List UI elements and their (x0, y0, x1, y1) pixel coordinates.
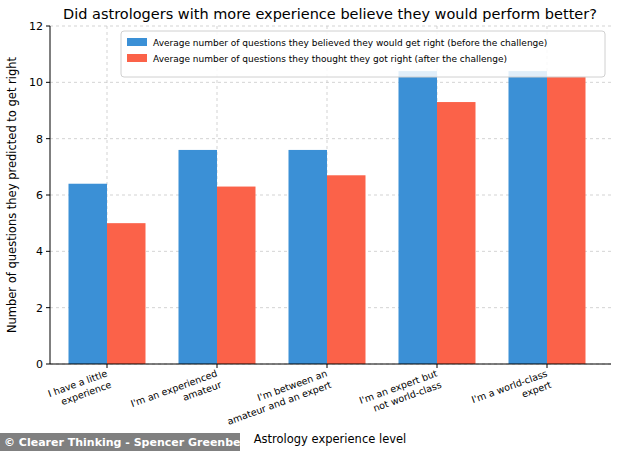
tick (46, 138, 50, 139)
tick (46, 251, 50, 252)
bar (437, 102, 476, 364)
axis-label: Number of questions they predicted to ge… (5, 56, 19, 333)
bar (509, 71, 548, 364)
legend-swatch (127, 54, 147, 62)
tick-label: 10 (29, 76, 43, 89)
title: Did astrologers with more experience bel… (63, 6, 597, 22)
bars (69, 71, 586, 364)
tick (46, 364, 50, 365)
legend-label: Average number of questions they thought… (153, 54, 507, 64)
tick (46, 82, 50, 83)
tick (437, 364, 438, 368)
tick-label: I have a littleexperience (46, 367, 112, 410)
tick-label: I'm an expert butnot world-class (358, 367, 443, 417)
annotation: © Clearer Thinking - Spencer Greenberg (4, 436, 254, 449)
tick-label: 2 (36, 302, 43, 315)
legend-swatch (127, 38, 147, 46)
legend-label: Average number of questions they believe… (153, 38, 547, 48)
grid-line (50, 364, 611, 365)
tick (107, 364, 108, 368)
legend (121, 31, 605, 77)
tick-label: I'm a world-classexpert (470, 367, 553, 416)
tick (46, 195, 50, 196)
bar (179, 150, 218, 364)
tick-label: 12 (29, 20, 43, 33)
tick (46, 307, 50, 308)
tick-label: 8 (36, 133, 43, 146)
tick-label: I'm an experiencedamateur (129, 368, 223, 421)
tick (217, 364, 218, 368)
grid-line (50, 26, 611, 27)
tick (46, 26, 50, 27)
bar (217, 187, 256, 364)
tick-label: I'm between anamateur and an expert (222, 367, 333, 426)
bar (69, 184, 108, 364)
bar (107, 223, 146, 364)
tick (547, 364, 548, 368)
axis-label: Astrology experience level (254, 432, 407, 446)
tick-label: 0 (36, 358, 43, 371)
bar (289, 150, 328, 364)
x-axis (50, 364, 611, 365)
tick (327, 364, 328, 368)
tick-label: 6 (36, 189, 43, 202)
bar (547, 77, 586, 364)
bar (327, 175, 366, 364)
chart: 0 2 4 6 8 10 12 I have a littleexperience I'm an… (0, 0, 634, 453)
tick-label: 4 (36, 245, 43, 258)
bar (399, 71, 438, 364)
